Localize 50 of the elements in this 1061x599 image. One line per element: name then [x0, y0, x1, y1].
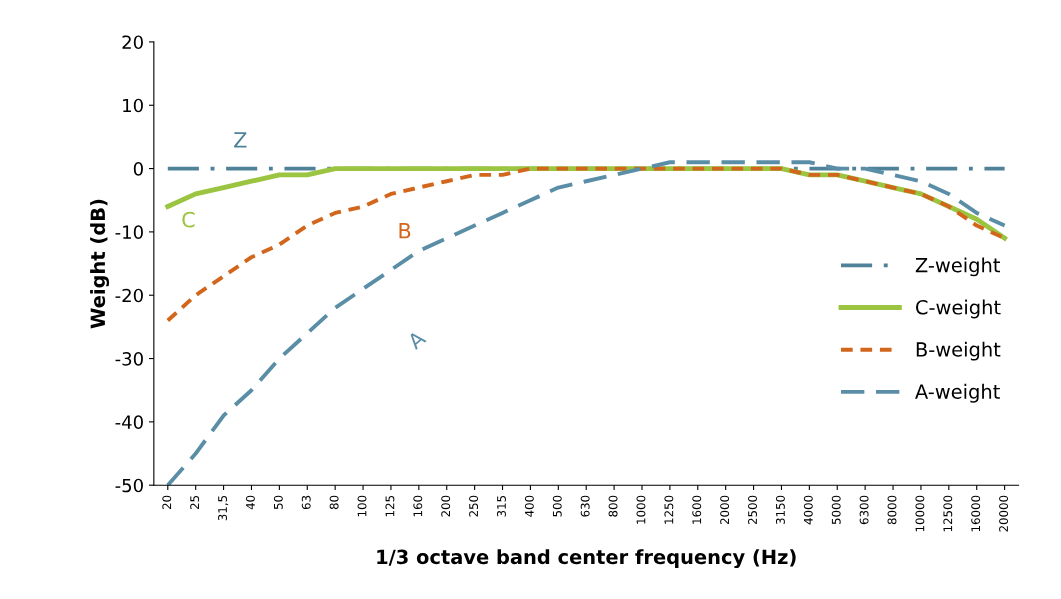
x-tick-label: 3150 — [775, 495, 785, 525]
x-tick-label: 40 — [245, 495, 255, 510]
x-tick-label: 63 — [301, 495, 311, 510]
y-tick-label: 10 — [123, 98, 143, 113]
x-tick-label: 630 — [580, 495, 590, 517]
annotation: B — [399, 223, 411, 239]
x-tick-label: 125 — [385, 495, 395, 517]
x-tick-label: 2000 — [720, 495, 730, 525]
legend-label: A-weight — [915, 383, 1000, 403]
x-tick-label: 4000 — [803, 495, 813, 525]
x-tick-label: 50 — [273, 495, 283, 510]
x-tick-label: 1600 — [692, 495, 702, 524]
x-tick-label: 250 — [469, 495, 479, 517]
y-tick-label: 0 — [133, 162, 143, 176]
x-tick-label: 5000 — [831, 495, 841, 525]
annotation: C — [182, 211, 195, 228]
legend-label: C-weight — [916, 299, 1001, 319]
y-axis-title: Weight (dB) — [90, 199, 110, 329]
x-tick-label: 10000 — [915, 495, 925, 532]
x-tick-label: 25 — [190, 495, 200, 510]
y-tick-label: 20 — [122, 35, 143, 50]
x-tick-label: 160 — [413, 495, 423, 517]
x-tick-label: 800 — [608, 495, 618, 517]
annotation: Z — [234, 132, 247, 148]
x-tick-label: 8000 — [887, 495, 897, 525]
x-tick-label: 1000 — [636, 495, 646, 524]
annotation: A — [406, 329, 427, 351]
x-tick-label: 100 — [357, 495, 367, 517]
y-tick-label: -10 — [115, 225, 143, 240]
x-tick-label: 6300 — [859, 495, 869, 525]
y-tick-label: -20 — [115, 288, 143, 303]
y-tick-label: -40 — [115, 415, 143, 429]
x-tick-label: 20000 — [999, 495, 1009, 532]
legend-label: B-weight — [916, 341, 1001, 361]
x-tick-label: 200 — [441, 495, 451, 517]
x-tick-label: 2500 — [748, 495, 757, 525]
legend-label: Z-weight — [915, 257, 1000, 277]
x-tick-label: 31,5 — [218, 495, 229, 521]
x-tick-label: 315 — [497, 495, 506, 517]
x-tick-label: 20 — [162, 495, 172, 510]
y-tick-label: -30 — [115, 352, 143, 366]
line-series — [165, 160, 1007, 486]
x-tick-label: 12500 — [943, 495, 953, 532]
x-tick-label: 80 — [329, 495, 339, 510]
x-tick-label: 400 — [524, 495, 534, 517]
x-tick-label: 1250 — [664, 495, 674, 524]
x-axis-title: 1/3 octave band center frequency (Hz) — [377, 549, 796, 569]
x-tick-label: 16000 — [971, 495, 981, 532]
x-tick-label: 500 — [552, 495, 562, 517]
y-tick-label: -50 — [115, 478, 143, 493]
